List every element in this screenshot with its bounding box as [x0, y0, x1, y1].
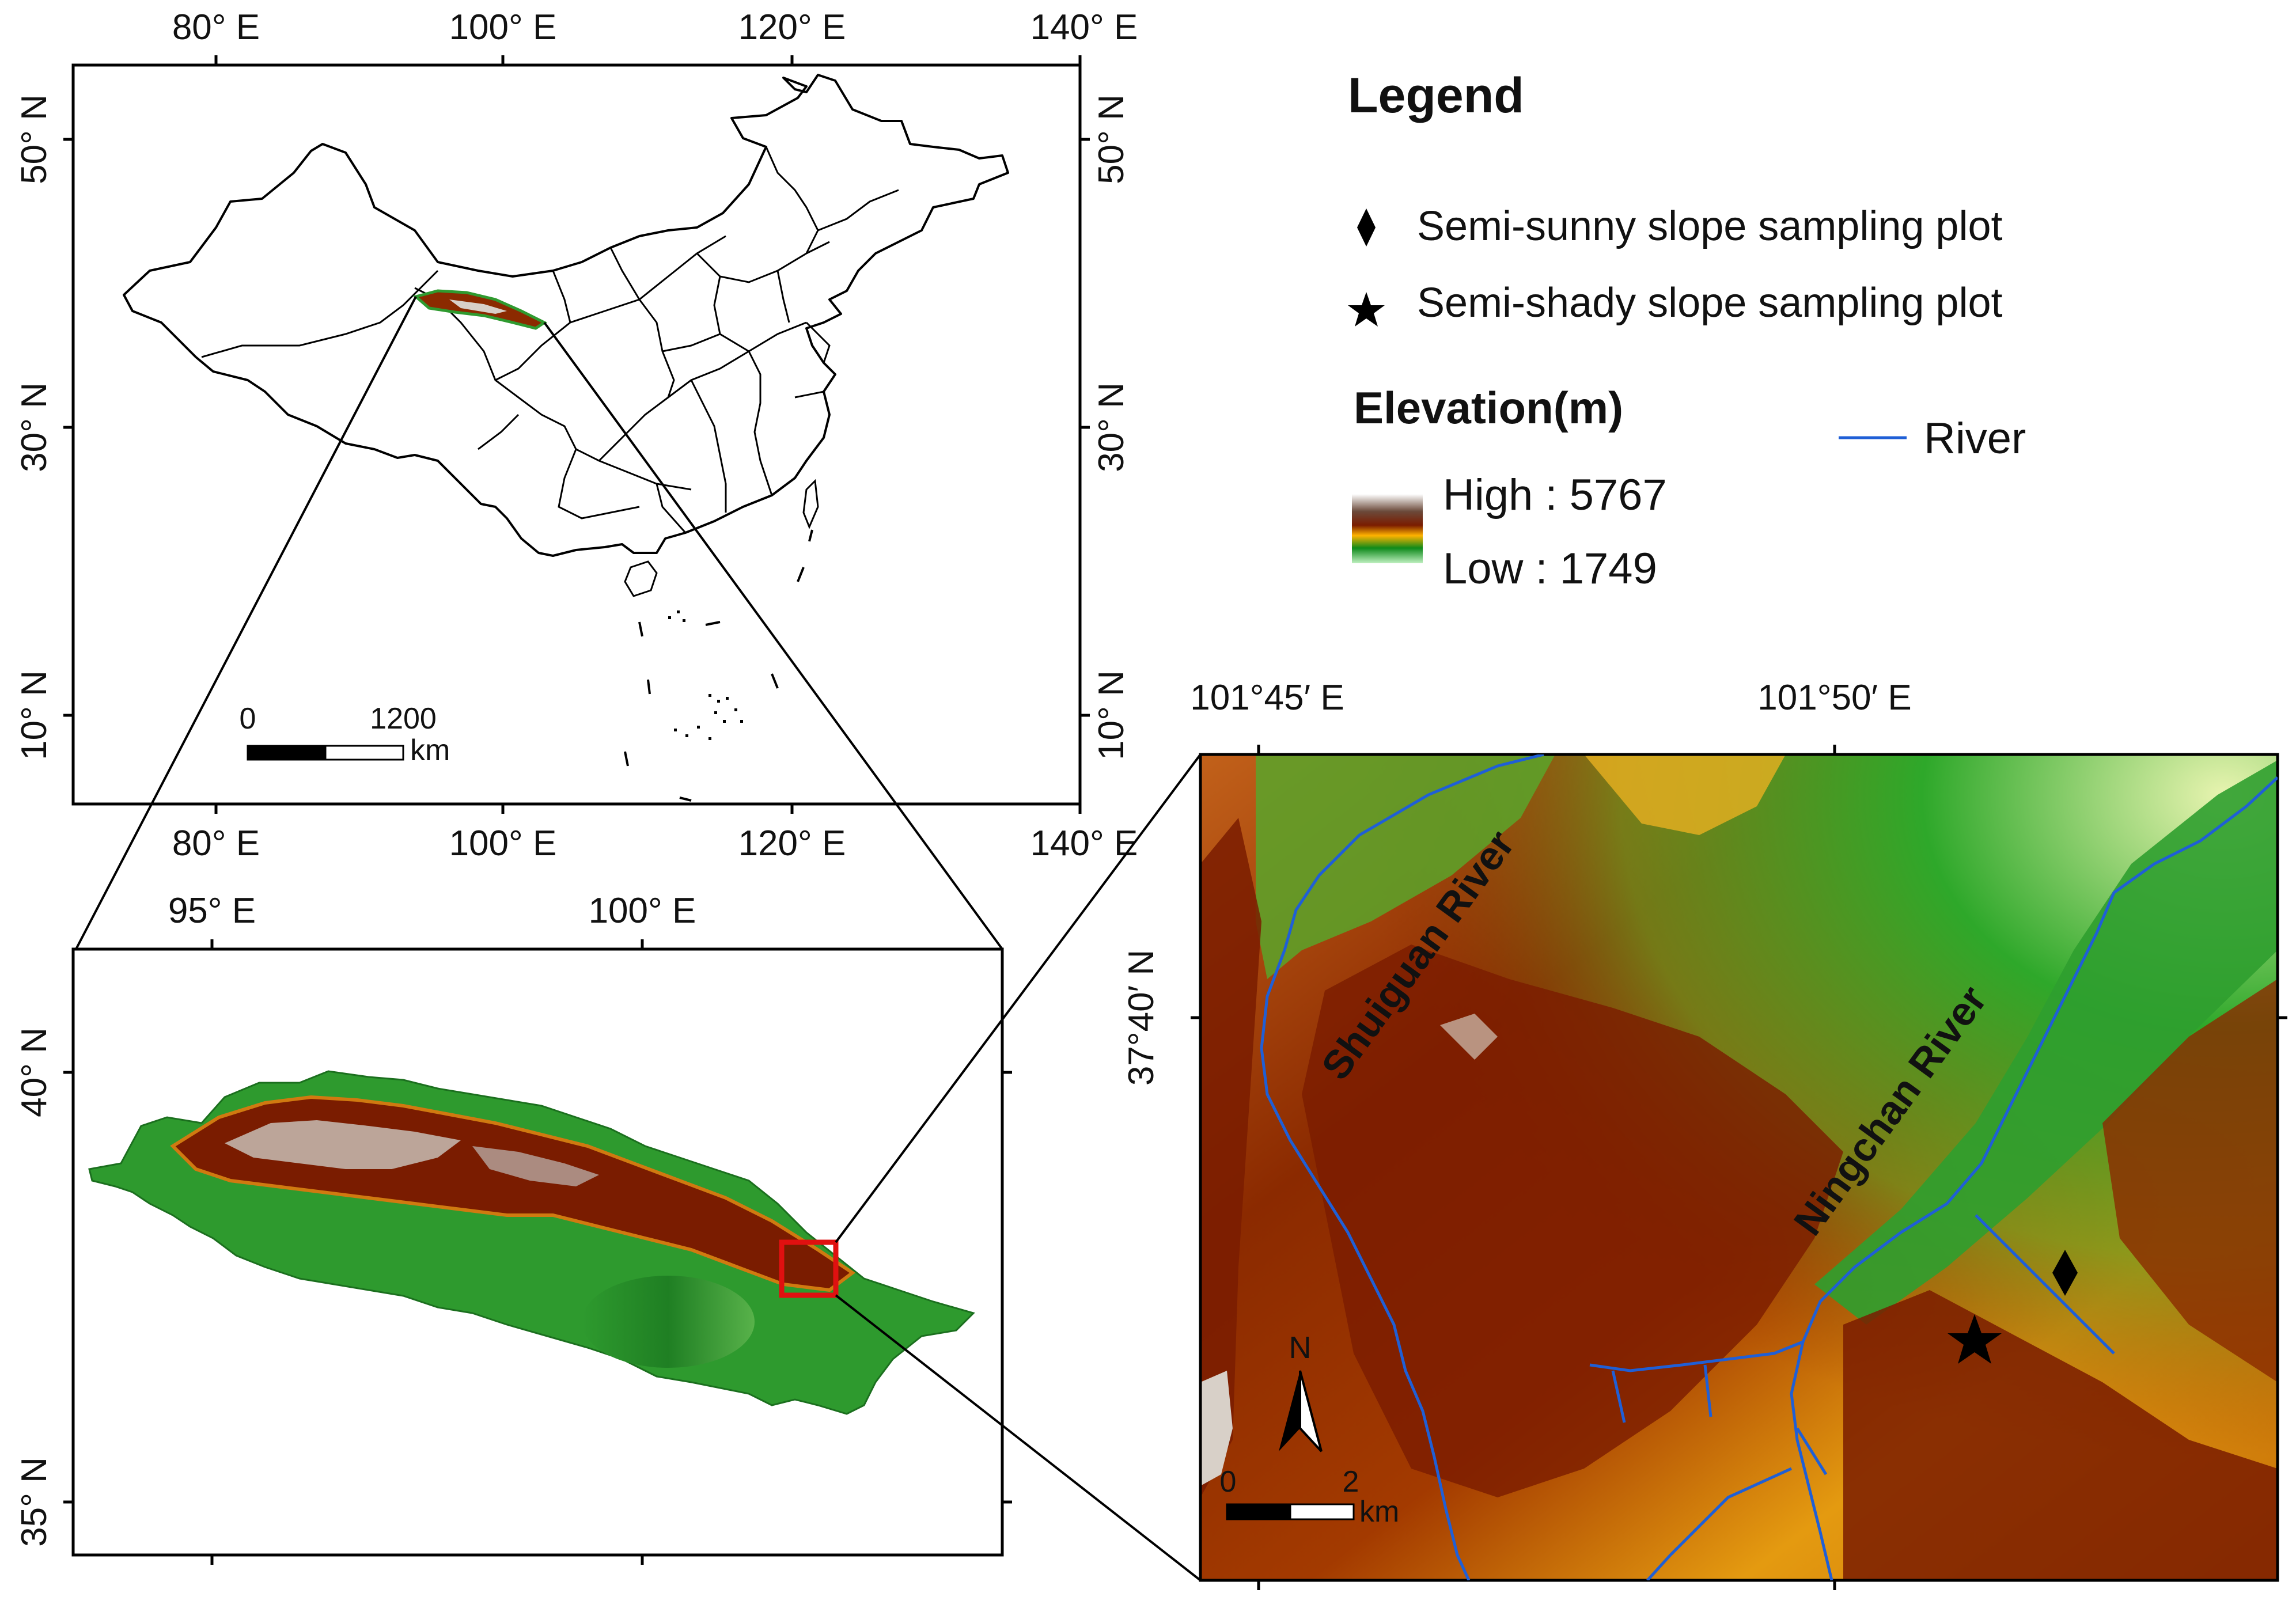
china-map-tick-marks	[63, 55, 1090, 814]
region-left-tick-label: 35° N	[14, 1457, 54, 1547]
qilian-region-small-highlight	[449, 299, 507, 314]
small-tributary-4	[1795, 1427, 1828, 1476]
elevation-low-label: Low : 1749	[1443, 544, 1657, 593]
south-china-sea-dashes	[624, 529, 813, 802]
study-rivers	[1260, 754, 2278, 1580]
study-terrain	[1200, 754, 2278, 1580]
star-icon	[1348, 292, 1385, 327]
china-top-tick-label: 120° E	[738, 7, 846, 47]
region-top-tick-label: 100° E	[589, 891, 696, 931]
study-map-frame	[1199, 753, 2279, 1582]
china-top-tick-label: 80° E	[172, 7, 260, 47]
china-scale-start: 0	[240, 702, 256, 735]
study-map-panel: 101°45′ E 101°50′ E 37°40′ N Shuiguan Ri…	[1122, 678, 2287, 1590]
study-scale-unit: km	[1359, 1495, 1399, 1528]
legend-item-label: Semi-sunny slope sampling plot	[1417, 203, 2003, 249]
elevation-color-ramp	[1352, 494, 1423, 563]
taiwan-island	[802, 479, 819, 529]
china-top-tick-label: 100° E	[449, 7, 557, 47]
north-arrow-icon	[1279, 1370, 1323, 1452]
connector-lines-bottom	[835, 753, 1202, 1581]
study-top-tick-label: 101°45′ E	[1190, 678, 1344, 718]
river-legend-label: River	[1924, 414, 2026, 463]
ningchan-tributary-east	[1975, 1214, 2115, 1355]
region-map-panel: 95° E 100° E 40° N 35° N	[14, 891, 1012, 1565]
china-map-panel: 80° E 100° E 120° E 140° E 80° E 100° E …	[14, 7, 1138, 863]
study-area-highlight-box	[779, 1239, 839, 1298]
green-valley-north	[1256, 754, 1555, 979]
qilian-snow-peaks	[225, 1120, 461, 1169]
study-scale-start: 0	[1220, 1465, 1237, 1499]
region-left-tick-label: 40° N	[14, 1027, 54, 1117]
small-tributary-1	[1611, 1370, 1626, 1423]
dark-ridge-south	[1843, 1290, 2278, 1580]
study-scale-bar	[1226, 1503, 1355, 1520]
legend-title: Legend	[1348, 68, 1524, 123]
region-map-tick-marks	[63, 939, 1012, 1565]
china-bottom-tick-label: 120° E	[738, 824, 846, 863]
elevation-title: Elevation(m)	[1354, 382, 1623, 433]
legend-item-label: Semi-shady slope sampling plot	[1417, 280, 2003, 326]
south-china-sea-islands	[668, 610, 743, 740]
semi-sunny-plot-marker	[2052, 1250, 2078, 1296]
china-scale-end: 1200	[370, 702, 437, 735]
study-map-tick-marks	[1191, 745, 2287, 1590]
snow-patch-west	[1200, 1371, 1233, 1486]
china-right-tick-label: 50° N	[1092, 94, 1131, 184]
snow-patch-central	[1440, 1014, 1498, 1060]
china-scale-unit: km	[410, 734, 450, 767]
dark-ridge-east	[2102, 979, 2278, 1382]
province-boundaries	[201, 146, 899, 533]
connector-lines-top	[75, 296, 1003, 950]
ningchan-tributary-west	[1589, 1340, 1804, 1372]
shuiguan-river-line	[1260, 754, 1544, 1580]
china-bottom-tick-label: 100° E	[449, 824, 557, 863]
yellow-band-north	[1584, 754, 1786, 835]
qilian-snow-peaks-2	[472, 1146, 599, 1186]
green-valley-ningchan	[1814, 760, 2278, 1325]
north-arrow-label: N	[1289, 1330, 1312, 1365]
china-left-tick-label: 50° N	[14, 94, 54, 184]
study-scale-end: 2	[1343, 1465, 1359, 1499]
china-right-tick-label: 10° N	[1092, 670, 1131, 760]
hainan-island	[624, 560, 658, 597]
china-top-tick-label: 140° E	[1030, 7, 1138, 47]
diamond-icon	[1357, 208, 1376, 246]
china-left-tick-label: 30° N	[14, 382, 54, 472]
dark-ridge-central	[1302, 945, 1843, 1497]
legend-panel: Legend Semi-sunny slope sampling plot Se…	[1348, 68, 2026, 593]
elevation-high-label: High : 5767	[1443, 471, 1667, 519]
china-left-tick-label: 10° N	[14, 670, 54, 760]
ningchan-river-line	[1790, 776, 2278, 1580]
small-tributary-2	[1703, 1364, 1712, 1417]
china-scale-bar	[247, 745, 404, 761]
china-right-tick-label: 30° N	[1092, 382, 1131, 472]
semi-shady-plot-marker	[1948, 1314, 2002, 1364]
dark-ridge-west	[1200, 818, 1261, 1497]
study-top-tick-label: 101°50′ E	[1757, 678, 1911, 718]
china-outline	[123, 74, 1009, 557]
qinghai-basin	[582, 1276, 755, 1368]
small-tributary-3	[1646, 1467, 1793, 1580]
study-left-tick-label: 37°40′ N	[1122, 950, 1161, 1086]
china-bottom-tick-label: 80° E	[172, 824, 260, 863]
region-top-tick-label: 95° E	[168, 891, 256, 931]
china-bottom-tick-label: 140° E	[1030, 824, 1138, 863]
